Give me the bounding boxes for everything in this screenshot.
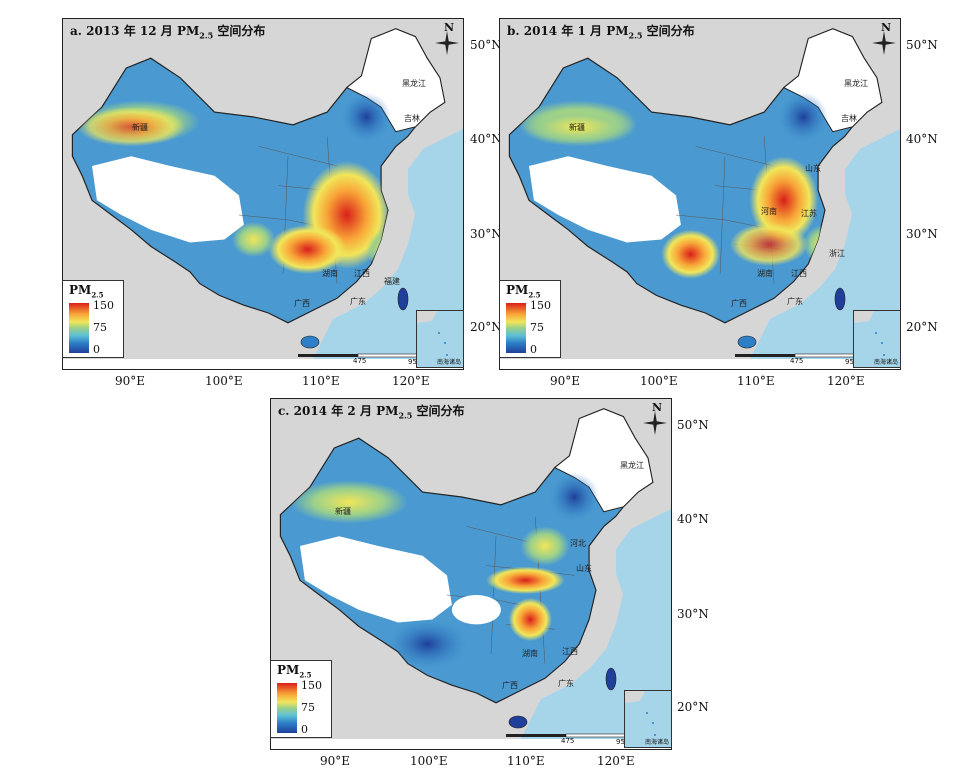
- lat-20-b: 20°N: [906, 320, 938, 334]
- lon-90-a: 90°E: [115, 374, 146, 388]
- panel-a: 475 950 千米 a. 2013 年 12 月 PM2.5 空间分布 N P…: [62, 18, 464, 370]
- scale-mid-c: 475: [561, 737, 575, 745]
- lat-50-a: 50°N: [470, 38, 502, 52]
- lat-40-a: 40°N: [470, 132, 502, 146]
- lon-100-c: 100°E: [410, 754, 448, 768]
- lon-120-c: 120°E: [597, 754, 635, 768]
- panel-title-b: b. 2014 年 1 月 PM2.5 空间分布: [507, 24, 695, 41]
- compass-icon: [435, 31, 459, 55]
- legend-tick-max: 150: [93, 299, 114, 312]
- pm25-map-a: [63, 19, 463, 359]
- panel-title-c: c. 2014 年 2 月 PM2.5 空间分布: [278, 404, 465, 421]
- lon-110-b: 110°E: [737, 374, 775, 388]
- panel-b: 475 950 千米 b. 2014 年 1 月 PM2.5 空间分布 N PM…: [499, 18, 901, 370]
- south-china-sea-inset-c: 南海诸岛: [624, 690, 672, 748]
- legend-tick-mid: 75: [93, 321, 107, 334]
- lat-20-c: 20°N: [677, 700, 709, 714]
- pm25-map-b: [500, 19, 900, 359]
- lat-40-b: 40°N: [906, 132, 938, 146]
- legend-colorbar: [277, 683, 297, 733]
- lat-30-a: 30°N: [470, 227, 502, 241]
- lon-100-a: 100°E: [205, 374, 243, 388]
- lat-50-b: 50°N: [906, 38, 938, 52]
- legend-c: PM2.5 150 75 0: [270, 660, 332, 738]
- lat-30-c: 30°N: [677, 607, 709, 621]
- lon-110-c: 110°E: [507, 754, 545, 768]
- lat-40-c: 40°N: [677, 512, 709, 526]
- scale-mid-b: 475: [790, 357, 804, 365]
- legend-b: PM2.5 150 75 0: [499, 280, 561, 358]
- legend-a: PM2.5 150 75 0: [62, 280, 124, 358]
- legend-colorbar: [506, 303, 526, 353]
- map-frame-a: 475 950 千米: [62, 18, 464, 370]
- pm25-map-c: [271, 399, 671, 739]
- legend-tick-min: 0: [93, 343, 100, 356]
- south-china-sea-inset-b: 南海诸岛: [853, 310, 901, 368]
- panel-c: 475 950 千米 c. 2014 年 2 月 PM2.5 空间分布 N PM…: [270, 398, 672, 750]
- lat-30-b: 30°N: [906, 227, 938, 241]
- compass-icon: [643, 411, 667, 435]
- north-arrow-c: N: [643, 401, 667, 435]
- legend-colorbar: [69, 303, 89, 353]
- scale-mid-a: 475: [353, 357, 367, 365]
- lon-120-a: 120°E: [392, 374, 430, 388]
- lon-120-b: 120°E: [827, 374, 865, 388]
- panel-title-a: a. 2013 年 12 月 PM2.5 空间分布: [70, 24, 266, 41]
- lon-110-a: 110°E: [302, 374, 340, 388]
- compass-icon: [872, 31, 896, 55]
- south-china-sea-inset-a: 南海诸岛: [416, 310, 464, 368]
- lat-20-a: 20°N: [470, 320, 502, 334]
- lon-90-c: 90°E: [320, 754, 351, 768]
- lon-90-b: 90°E: [550, 374, 581, 388]
- lon-100-b: 100°E: [640, 374, 678, 388]
- lat-50-c: 50°N: [677, 418, 709, 432]
- map-frame-b: 475 950 千米: [499, 18, 901, 370]
- north-arrow-a: N: [435, 21, 459, 55]
- map-frame-c: 475 950 千米: [270, 398, 672, 750]
- north-arrow-b: N: [872, 21, 896, 55]
